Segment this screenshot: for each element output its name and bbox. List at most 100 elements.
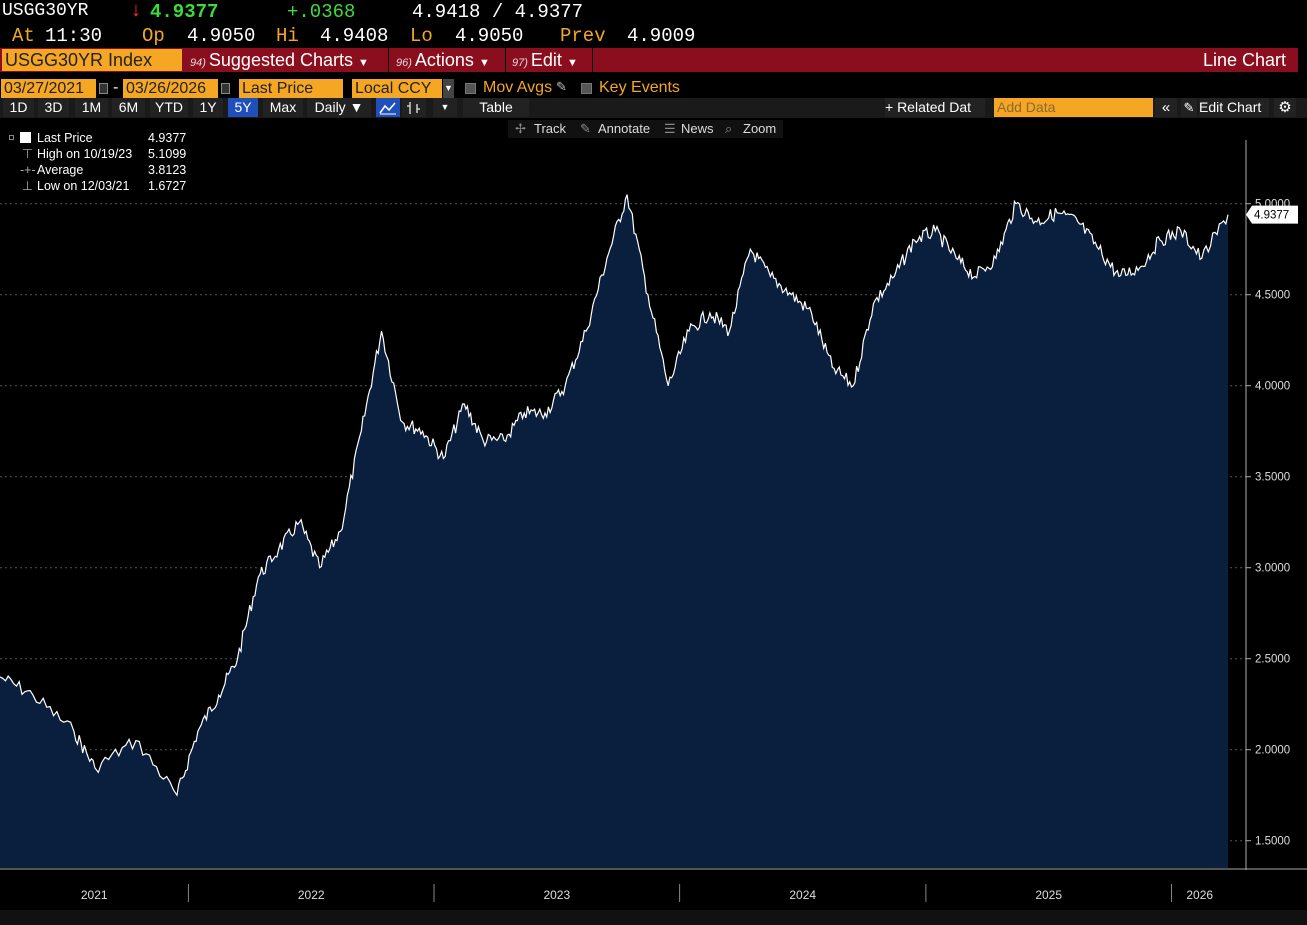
- legend-high-value: 5.1099: [148, 147, 187, 161]
- period-ytd-button[interactable]: YTD: [150, 98, 188, 117]
- line-chart-icon[interactable]: [376, 98, 400, 117]
- legend-avg-label: Average: [37, 163, 84, 177]
- chart-style-dropdown-icon[interactable]: ▼: [433, 98, 457, 117]
- x-axis: 2021 2022 2023 2024 2025 2026: [81, 884, 1213, 902]
- high-marker-icon: ⊤: [22, 147, 33, 161]
- actions-menu[interactable]: 96) Actions ▼: [396, 48, 490, 72]
- zoom-tool[interactable]: Zoom: [743, 121, 777, 136]
- crosshair-icon: ✢: [515, 121, 526, 136]
- period-3d-button[interactable]: 3D: [38, 98, 69, 117]
- price-line: [0, 194, 1229, 797]
- key-events-checkbox[interactable]: [581, 83, 592, 94]
- news-icon: ☰: [664, 121, 676, 136]
- x-tick-label: 2024: [789, 888, 816, 902]
- period-5y-button[interactable]: 5Y: [228, 98, 258, 117]
- menu-number: 97): [512, 57, 528, 69]
- pencil-icon: ✎: [580, 121, 591, 136]
- y-tick-label: 3.0000: [1255, 563, 1290, 575]
- legend-low-value: 1.6727: [148, 179, 187, 193]
- ticker-symbol: USGG30YR: [2, 1, 89, 21]
- news-tool[interactable]: News: [681, 121, 714, 136]
- field-select[interactable]: Last Price: [239, 79, 343, 98]
- dropdown-arrow-icon: ▼: [566, 57, 578, 69]
- menu-number: 94): [190, 57, 206, 69]
- period-1d-button[interactable]: 1D: [3, 98, 34, 117]
- divider: [388, 48, 389, 72]
- last-value-label: 4.9377: [1254, 210, 1289, 222]
- period-max-button[interactable]: Max: [263, 98, 303, 117]
- period-1m-button[interactable]: 1M: [75, 98, 108, 117]
- high-label: Hi: [276, 25, 299, 47]
- related-data-button[interactable]: + Related Dat: [885, 98, 985, 117]
- open-value: 4.9050: [187, 25, 256, 47]
- x-tick-label: 2025: [1035, 888, 1062, 902]
- prev-value: 4.9009: [627, 25, 696, 47]
- x-tick-label: 2023: [543, 888, 570, 902]
- legend-low-label: Low on 12/03/21: [37, 179, 130, 193]
- x-tick-label: 2021: [81, 888, 108, 902]
- dropdown-arrow-icon: ▼: [478, 57, 490, 69]
- annotate-tool[interactable]: Annotate: [598, 121, 651, 136]
- table-button[interactable]: Table: [463, 98, 529, 117]
- menu-label: Actions: [414, 50, 474, 70]
- bar-chart-icon[interactable]: [402, 98, 426, 117]
- end-date-input[interactable]: 03/26/2026: [123, 79, 218, 98]
- low-marker-icon: ⊥: [22, 179, 33, 193]
- legend-last-label: Last Price: [37, 131, 93, 145]
- quote-stats: At 11:30 Op 4.9050 Hi 4.9408 Lo 4.9050 P…: [0, 23, 1307, 48]
- currency-select[interactable]: Local CCY: [352, 79, 442, 98]
- period-6m-button[interactable]: 6M: [112, 98, 145, 117]
- quote-time: 11:30: [45, 25, 103, 47]
- menu-label: Suggested Charts: [208, 50, 353, 70]
- mov-avgs-checkbox[interactable]: [465, 83, 476, 94]
- legend-last-value: 4.9377: [148, 131, 187, 145]
- divider: [592, 48, 593, 72]
- menu-label: Edit: [530, 50, 562, 70]
- pencil-icon[interactable]: ✎: [556, 79, 567, 94]
- gear-icon[interactable]: ⚙: [1274, 98, 1296, 117]
- y-tick-label: 2.0000: [1255, 745, 1290, 757]
- add-data-input[interactable]: Add Data: [994, 98, 1153, 117]
- function-menubar: USGG30YR Index 94) Suggested Charts ▼ 96)…: [0, 48, 1298, 72]
- open-label: Op: [142, 25, 165, 47]
- calendar-icon[interactable]: [221, 83, 230, 94]
- low-label: Lo: [410, 25, 433, 47]
- series-swatch: [20, 132, 31, 143]
- edit-chart-button[interactable]: Edit Chart: [1199, 98, 1269, 117]
- collapse-chevrons-icon[interactable]: «: [1155, 98, 1177, 117]
- chevron-down-icon[interactable]: ▼: [443, 79, 454, 98]
- divider: [505, 48, 506, 72]
- at-label: At: [12, 25, 35, 47]
- legend-toggle-icon[interactable]: [9, 135, 14, 140]
- y-tick-label: 4.0000: [1255, 381, 1290, 393]
- calendar-icon[interactable]: [99, 83, 108, 94]
- edit-menu[interactable]: 97) Edit ▼: [512, 48, 578, 72]
- bottom-panel: [0, 910, 1307, 925]
- last-value-tag: [1246, 205, 1298, 224]
- x-tick-label: 2022: [298, 888, 325, 902]
- prev-label: Prev: [560, 25, 606, 47]
- y-tick-label: 3.5000: [1255, 472, 1290, 484]
- pencil-icon[interactable]: ✎: [1181, 98, 1197, 117]
- legend-avg-value: 3.8123: [148, 163, 187, 177]
- x-tick-label: 2026: [1186, 888, 1213, 902]
- y-tick-label: 4.5000: [1255, 290, 1290, 302]
- key-events-label: Key Events: [599, 79, 680, 96]
- date-range-dash: -: [113, 79, 119, 96]
- down-arrow-icon: ↓: [130, 0, 143, 23]
- frequency-select[interactable]: Daily ▼: [307, 98, 371, 117]
- high-value: 4.9408: [320, 25, 389, 47]
- mov-avgs-label: Mov Avgs: [483, 79, 553, 96]
- legend-high-label: High on 10/19/23: [37, 147, 133, 161]
- track-tool[interactable]: Track: [534, 121, 567, 136]
- dropdown-arrow-icon: ▼: [358, 57, 369, 69]
- period-1y-button[interactable]: 1Y: [193, 98, 223, 117]
- security-field[interactable]: USGG30YR Index: [2, 49, 182, 71]
- net-change: +.0368: [287, 1, 356, 23]
- quote-header: USGG30YR ↓ 4.9377 +.0368 4.9418 / 4.9377: [0, 0, 1307, 26]
- start-date-input[interactable]: 03/27/2021: [1, 79, 96, 98]
- price-chart[interactable]: 1.5000 2.0000 2.5000 3.0000 3.5000 4.0000 4.50…: [0, 140, 1307, 870]
- average-marker-icon: -+-: [20, 163, 36, 177]
- last-price: 4.9377: [150, 1, 219, 23]
- suggested-charts-menu[interactable]: 94) Suggested Charts ▼: [190, 48, 369, 72]
